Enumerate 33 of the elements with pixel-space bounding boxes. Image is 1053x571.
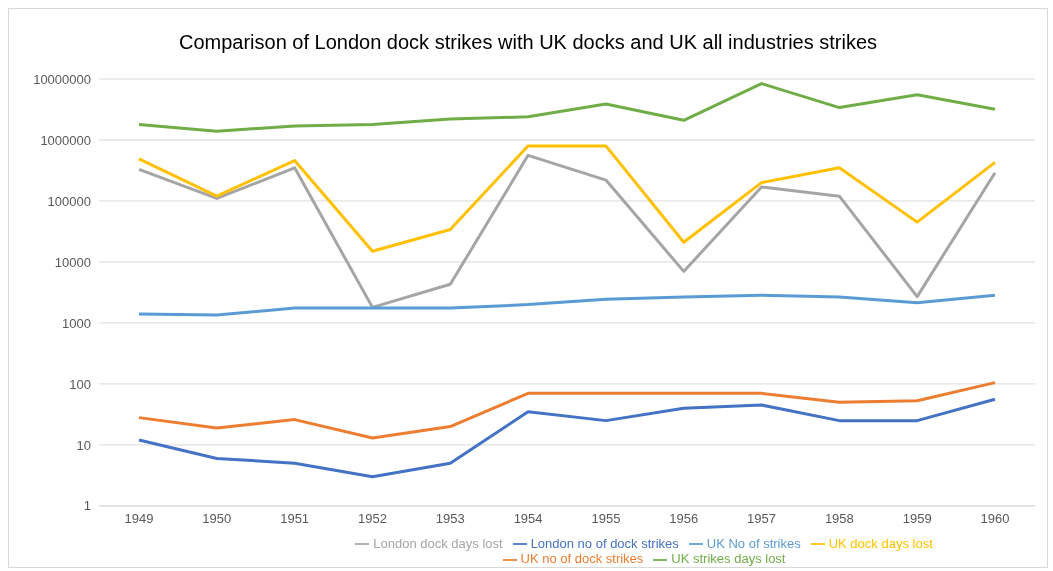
line-series bbox=[137, 82, 997, 133]
line-series bbox=[137, 397, 997, 479]
legend-label: London no of dock strikes bbox=[530, 535, 679, 551]
y-tick-label: 1000000 bbox=[40, 132, 91, 148]
legend-label: London dock days lost bbox=[373, 535, 503, 551]
y-tick-label: 10 bbox=[76, 437, 91, 453]
y-tick-label: 1 bbox=[83, 498, 91, 514]
line-series bbox=[137, 144, 997, 253]
legend-label: UK dock days lost bbox=[828, 535, 933, 551]
y-tick-label: 100 bbox=[69, 376, 91, 392]
x-tick-label: 1958 bbox=[824, 511, 854, 527]
line-series bbox=[137, 293, 997, 317]
y-tick-label: 10000 bbox=[54, 254, 91, 270]
legend-label: UK No of strikes bbox=[706, 535, 801, 551]
x-tick-label: 1956 bbox=[669, 511, 699, 527]
x-tick-label: 1955 bbox=[591, 511, 621, 527]
y-tick-label: 10000000 bbox=[33, 71, 91, 87]
x-tick-label: 1959 bbox=[902, 511, 932, 527]
y-tick-label: 100000 bbox=[47, 193, 91, 209]
x-tick-label: 1952 bbox=[357, 511, 387, 527]
x-tick-label: 1950 bbox=[202, 511, 232, 527]
x-tick-label: 1949 bbox=[124, 511, 154, 527]
line-series bbox=[137, 381, 997, 440]
line-series bbox=[137, 153, 997, 309]
x-tick-label: 1957 bbox=[747, 511, 777, 527]
x-tick-label: 1953 bbox=[435, 511, 465, 527]
y-tick-label: 1000 bbox=[62, 315, 91, 331]
chart-title: Comparison of London dock strikes with UK docks and UK all industries strikes bbox=[177, 30, 879, 55]
x-tick-label: 1954 bbox=[513, 511, 543, 527]
legend-label: UK strikes days lost bbox=[671, 551, 786, 567]
legend-label: UK no of dock strikes bbox=[520, 551, 644, 567]
x-tick-label: 1960 bbox=[980, 511, 1010, 527]
x-tick-label: 1951 bbox=[280, 511, 310, 527]
